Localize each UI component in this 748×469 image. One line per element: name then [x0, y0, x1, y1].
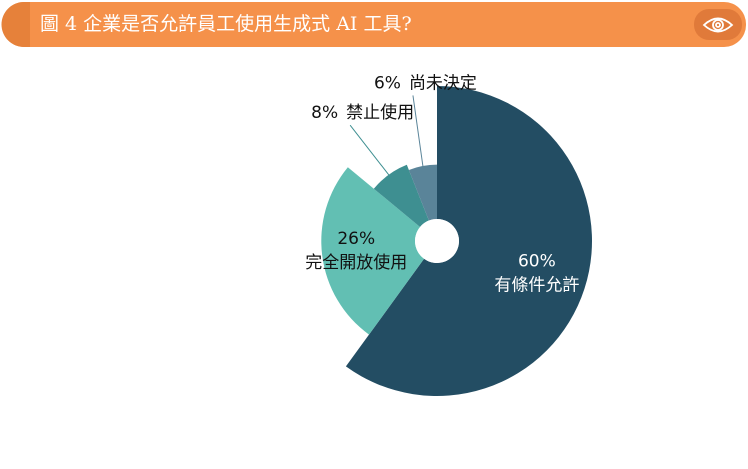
- value-label: 8%: [311, 103, 338, 123]
- header-cap: [1, 2, 30, 47]
- pie-slice: [321, 167, 425, 335]
- slice-label: 尚未決定: [409, 73, 477, 93]
- value-label: 6%: [374, 73, 401, 93]
- view-button[interactable]: [694, 9, 742, 40]
- value-label: 26%: [337, 229, 375, 249]
- eye-icon: [702, 17, 734, 33]
- leader-line: [412, 95, 424, 170]
- pie-slice: [373, 164, 429, 227]
- chart-title: 圖 4 企業是否允許員工使用生成式 AI 工具?: [40, 13, 412, 35]
- slice-label: 禁止使用: [346, 102, 414, 123]
- center-hole: [415, 219, 459, 263]
- value-label: 60%: [518, 251, 556, 271]
- leader-line: [349, 124, 392, 179]
- slice-label: 有條件允許: [494, 275, 579, 295]
- header-bar: [2, 2, 746, 47]
- pie-slice: [408, 164, 437, 221]
- slice-label: 完全開放使用: [305, 252, 407, 273]
- pie-slice: [345, 86, 592, 396]
